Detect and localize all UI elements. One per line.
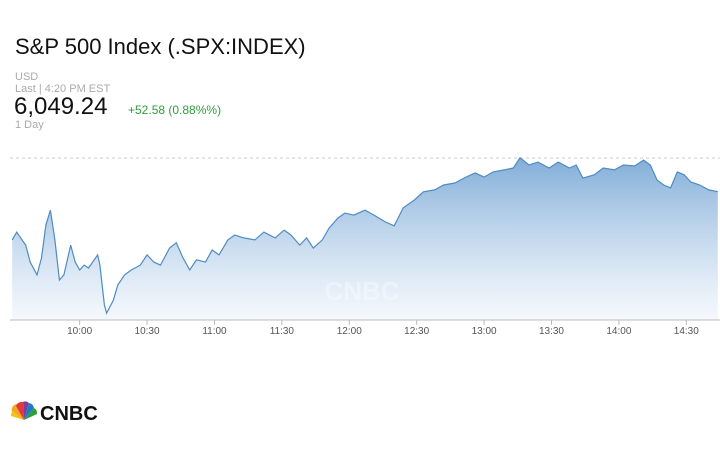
change: +52.58 (0.88%%) <box>128 103 221 117</box>
x-tick-label: 12:30 <box>404 326 429 337</box>
last-updated: Last | 4:20 PM EST <box>15 83 110 95</box>
logo-text: CNBC <box>40 403 98 425</box>
plot: 10:00 10:30 11:00 11:30 12:00 12:30 13:00 13:30… <box>10 156 720 337</box>
x-tick-label: 11:30 <box>270 326 295 337</box>
x-tick-label: 11:00 <box>202 326 227 337</box>
price: 6,049.24 <box>14 93 107 120</box>
range: 1 Day <box>15 119 44 131</box>
x-tick-label: 10:00 <box>67 326 92 337</box>
x-tick-label: 13:30 <box>539 326 564 337</box>
watermark: CNBC <box>324 276 399 306</box>
currency: USD <box>15 71 38 83</box>
area <box>12 157 718 320</box>
x-tick-label: 10:30 <box>135 326 160 337</box>
peacock-logo <box>10 401 38 420</box>
line <box>11 156 718 315</box>
x-tick-label: 12:00 <box>337 326 362 337</box>
title: S&P 500 Index (.SPX:INDEX) <box>15 34 306 59</box>
x-tick-label: 14:30 <box>674 326 699 337</box>
x-tick-label: 14:00 <box>606 326 631 337</box>
x-tick-label: 13:00 <box>472 326 497 337</box>
